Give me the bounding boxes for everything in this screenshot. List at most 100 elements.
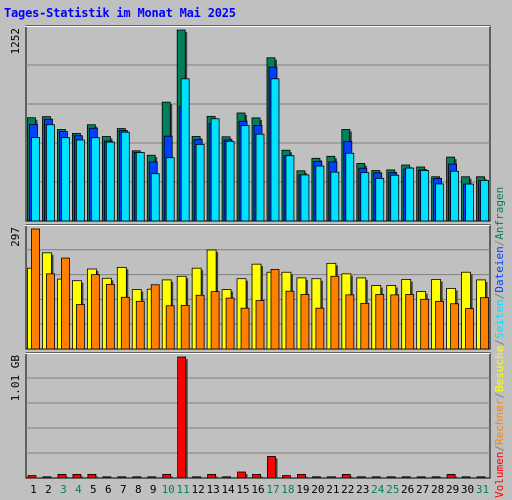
day-label: 21 bbox=[326, 483, 339, 496]
bar-volumen bbox=[222, 476, 231, 479]
bar-volumen bbox=[72, 474, 82, 479]
day-label: 23 bbox=[356, 483, 369, 496]
bar-rechner bbox=[420, 298, 430, 350]
bar-rechner bbox=[195, 294, 205, 350]
day-label: 8 bbox=[135, 483, 142, 496]
bar-volumen bbox=[446, 474, 456, 479]
bar-rechner bbox=[255, 300, 265, 350]
bar-seiten bbox=[61, 137, 70, 222]
bar-seiten bbox=[465, 183, 474, 222]
day-label: 11 bbox=[177, 483, 190, 496]
bar-rechner bbox=[61, 257, 70, 350]
bar-volumen bbox=[282, 475, 291, 479]
bar-volumen bbox=[207, 474, 217, 479]
bar-volumen bbox=[87, 474, 97, 479]
bar-rechner bbox=[180, 304, 190, 350]
bar-seiten bbox=[300, 174, 310, 222]
bar-volumen bbox=[27, 475, 37, 479]
bar-volumen bbox=[57, 474, 67, 479]
bar-rechner bbox=[300, 294, 310, 350]
day-label: 13 bbox=[206, 483, 219, 496]
y-axis-max-label-volume: 1.01 GB bbox=[9, 355, 22, 402]
bar-volumen bbox=[162, 474, 172, 479]
bar-rechner bbox=[76, 304, 85, 350]
bar-seiten bbox=[375, 178, 385, 222]
day-label: 16 bbox=[251, 483, 264, 496]
day-label: 28 bbox=[431, 483, 444, 496]
bar-volumen bbox=[416, 476, 426, 479]
day-label: 4 bbox=[75, 483, 82, 496]
bar-seiten bbox=[390, 174, 400, 222]
day-label: 25 bbox=[386, 483, 399, 496]
bar-seiten bbox=[420, 170, 430, 222]
bar-seiten bbox=[285, 155, 295, 222]
bar-rechner bbox=[375, 294, 385, 350]
day-label: 14 bbox=[221, 483, 235, 496]
bar-rechner bbox=[360, 302, 370, 350]
bar-volumen bbox=[311, 476, 321, 479]
bar-seiten bbox=[90, 137, 100, 222]
bar-seiten bbox=[31, 137, 40, 222]
bar-rechner bbox=[46, 273, 55, 350]
day-label: 7 bbox=[120, 483, 127, 496]
bar-seiten bbox=[195, 144, 205, 222]
day-label: 29 bbox=[446, 483, 459, 496]
day-label: 17 bbox=[266, 483, 279, 496]
bar-seiten bbox=[435, 183, 445, 222]
legend-separator: / bbox=[493, 292, 506, 300]
day-label: 26 bbox=[401, 483, 414, 496]
bar-seiten bbox=[480, 180, 489, 222]
legend-separator: / bbox=[493, 392, 506, 399]
bar-rechner bbox=[465, 308, 474, 350]
bar-volumen bbox=[461, 476, 471, 479]
legend-seiten: Seiten bbox=[493, 299, 506, 340]
bar-rechner bbox=[405, 294, 415, 350]
bar-volumen bbox=[431, 476, 441, 479]
bar-rechner bbox=[105, 283, 115, 350]
day-label: 18 bbox=[281, 483, 294, 496]
bar-volumen bbox=[117, 476, 127, 479]
bar-seiten bbox=[240, 125, 250, 222]
day-label: 31 bbox=[476, 483, 489, 496]
bar-rechner bbox=[120, 296, 130, 350]
bar-seiten bbox=[150, 173, 160, 222]
day-label: 24 bbox=[371, 483, 385, 496]
legend-separator: / bbox=[493, 445, 506, 452]
day-label: 15 bbox=[236, 483, 249, 496]
day-label: 22 bbox=[341, 483, 354, 496]
bar-volumen bbox=[371, 476, 381, 479]
bar-rechner bbox=[270, 269, 280, 350]
day-label: 20 bbox=[311, 483, 324, 496]
bar-seiten bbox=[450, 170, 459, 222]
bar-seiten bbox=[210, 118, 220, 222]
bar-volumen bbox=[386, 476, 396, 479]
legend: Volumen/Rechner/Besuche/Seiten/Dateien/A… bbox=[493, 158, 506, 498]
bar-rechner bbox=[345, 294, 355, 350]
chart-title: Tages-Statistik im Monat Mai 2025 bbox=[4, 6, 236, 20]
bar-seiten bbox=[105, 141, 115, 222]
bar-rechner bbox=[210, 291, 220, 350]
bar-volumen bbox=[297, 474, 306, 479]
bar-seiten bbox=[360, 172, 370, 222]
bar-seiten bbox=[120, 131, 130, 222]
bar-rechner bbox=[31, 228, 40, 350]
day-label: 9 bbox=[150, 483, 157, 496]
bar-volumen bbox=[401, 476, 411, 479]
bar-rechner bbox=[450, 303, 459, 350]
bar-rechner bbox=[390, 294, 400, 350]
day-label: 12 bbox=[192, 483, 205, 496]
bar-rechner bbox=[150, 284, 160, 350]
bar-rechner bbox=[330, 275, 340, 350]
legend-volumen: Volumen bbox=[493, 451, 506, 498]
bar-seiten bbox=[405, 167, 415, 222]
legend-rechner: Rechner bbox=[493, 398, 506, 446]
day-label: 30 bbox=[461, 483, 474, 496]
day-label: 1 bbox=[30, 483, 37, 496]
bar-volumen bbox=[177, 356, 187, 479]
bar-seiten bbox=[165, 157, 175, 222]
legend-dateien: Dateien bbox=[493, 246, 506, 293]
bar-seiten bbox=[270, 78, 280, 222]
bar-volumen bbox=[252, 474, 261, 479]
